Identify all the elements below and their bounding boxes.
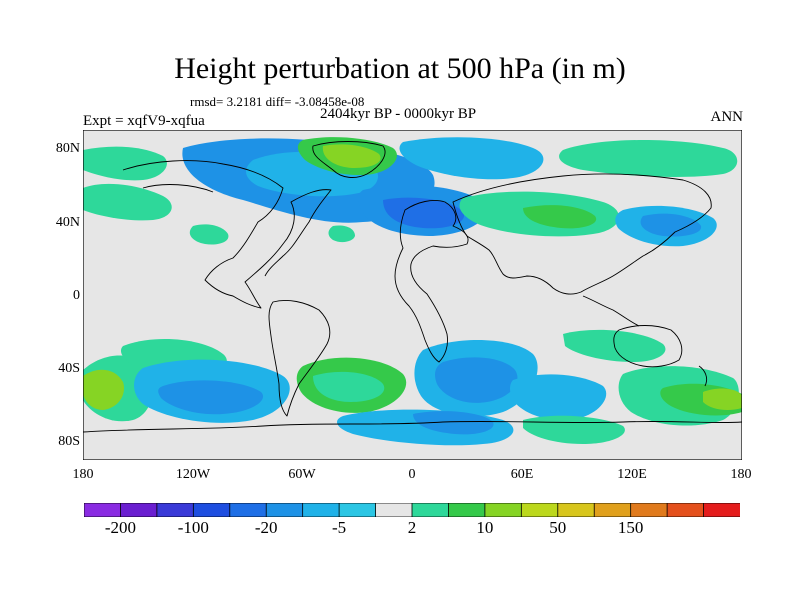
colorbar-swatch xyxy=(557,502,596,518)
colorbar-swatch xyxy=(83,502,122,518)
statistics-line: rmsd= 3.2181 diff= -3.08458e-08 xyxy=(190,94,365,109)
x-tick-label: 120W xyxy=(175,467,211,482)
world-map xyxy=(82,129,743,461)
colorbar-swatch xyxy=(703,502,741,518)
x-tick-label: 60W xyxy=(288,467,316,482)
colorbar-swatch xyxy=(411,502,450,518)
colorbar-label: 10 xyxy=(476,518,494,537)
period-label: 2404kyr BP - 0000kyr BP xyxy=(320,106,477,122)
colorbar-label: 150 xyxy=(617,518,644,537)
x-tick-label: 120E xyxy=(617,467,647,482)
colorbar-label: 50 xyxy=(549,518,567,537)
colorbar-swatch xyxy=(229,502,268,518)
colorbar-label: -200 xyxy=(104,518,137,537)
colorbar-swatch xyxy=(302,502,341,518)
x-tick-label: 180 xyxy=(72,467,94,482)
colorbar-swatch xyxy=(338,502,377,518)
colorbar-swatches xyxy=(83,502,741,518)
colorbar-swatch xyxy=(520,502,559,518)
colorbar-swatch xyxy=(630,502,669,518)
colorbar-swatch xyxy=(593,502,632,518)
colorbar-swatch xyxy=(265,502,304,518)
season-label: ANN xyxy=(710,109,744,125)
y-tick-label: 40S xyxy=(58,361,80,376)
y-tick-label: 80N xyxy=(55,141,80,156)
colorbar-label: -100 xyxy=(177,518,209,537)
y-tick-label: 40N xyxy=(55,215,80,230)
colorbar-swatch xyxy=(375,502,413,518)
y-tick-label: 80S xyxy=(58,434,80,449)
colorbar-swatch xyxy=(192,502,231,518)
colorbar-label: -20 xyxy=(254,518,278,537)
colorbar-swatch xyxy=(484,502,523,518)
y-tick-label: 0 xyxy=(73,288,80,303)
colorbar xyxy=(83,502,741,522)
colorbar-swatch xyxy=(156,502,195,518)
x-tick-label: 180 xyxy=(730,467,752,482)
colorbar-label: 2 xyxy=(407,518,417,537)
colorbar-swatch xyxy=(448,502,486,518)
experiment-label: Expt = xqfV9-xqfua xyxy=(83,113,205,129)
map-panel xyxy=(82,129,743,465)
colorbar-swatch xyxy=(120,502,158,518)
coastlines xyxy=(83,141,742,433)
x-tick-label: 0 xyxy=(408,467,416,482)
colorbar-swatch xyxy=(666,502,705,518)
x-tick-label: 60E xyxy=(510,467,534,482)
colorbar-label: -5 xyxy=(332,518,347,537)
map-title: Height perturbation at 500 hPa (in m) xyxy=(174,52,626,85)
